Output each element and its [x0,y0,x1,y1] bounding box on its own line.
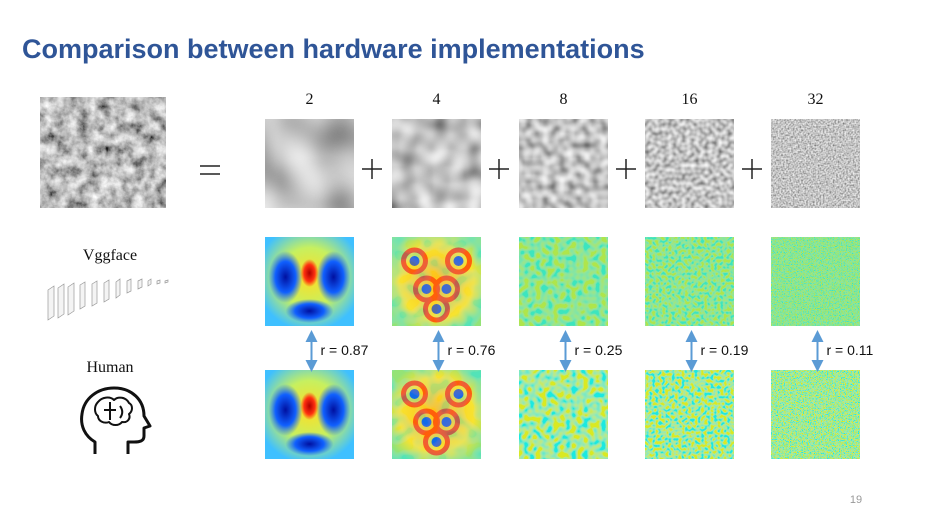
head-icon [80,386,152,454]
frequency-component [519,119,608,208]
frequency-component [645,119,734,208]
frequency-component [771,119,860,208]
network-icon [47,278,169,321]
scale-label: 8 [560,91,568,108]
human-map [771,370,860,459]
correlation-label: r = 0.11 [827,342,874,358]
correlation-label: r = 0.87 [321,342,369,358]
vggface-map [392,237,481,326]
scale-label: 4 [433,91,441,108]
frequency-component [265,119,354,208]
correlation-label: r = 0.25 [575,342,623,358]
human-map [265,370,354,459]
columns: 2 r = 0.87 4 r = 0.76 8 r = 0.25 16 r = 0.19 32 r… [265,91,874,459]
plus-sign [362,159,382,179]
frequency-component [392,119,481,208]
equals-sign [200,165,220,175]
vggface-map [645,237,734,326]
human-map [519,370,608,459]
title: Comparison between hardware implementati… [22,34,645,64]
scale-label: 2 [306,91,314,108]
vggface-map [771,237,860,326]
human-map [392,370,481,459]
plus-sign [616,159,636,179]
correlation-label: r = 0.19 [701,342,749,358]
plus-sign [489,159,509,179]
vggface-map [265,237,354,326]
scale-label: 32 [808,91,824,108]
input-noise-image [40,97,166,208]
scale-label: 16 [682,91,698,108]
plus-sign [742,159,762,179]
page-number: 19 [850,494,862,506]
row-label: Vggface [83,247,137,264]
row-label: Human [86,359,133,376]
vggface-map [519,237,608,326]
correlation-label: r = 0.76 [448,342,496,358]
human-map [645,370,734,459]
